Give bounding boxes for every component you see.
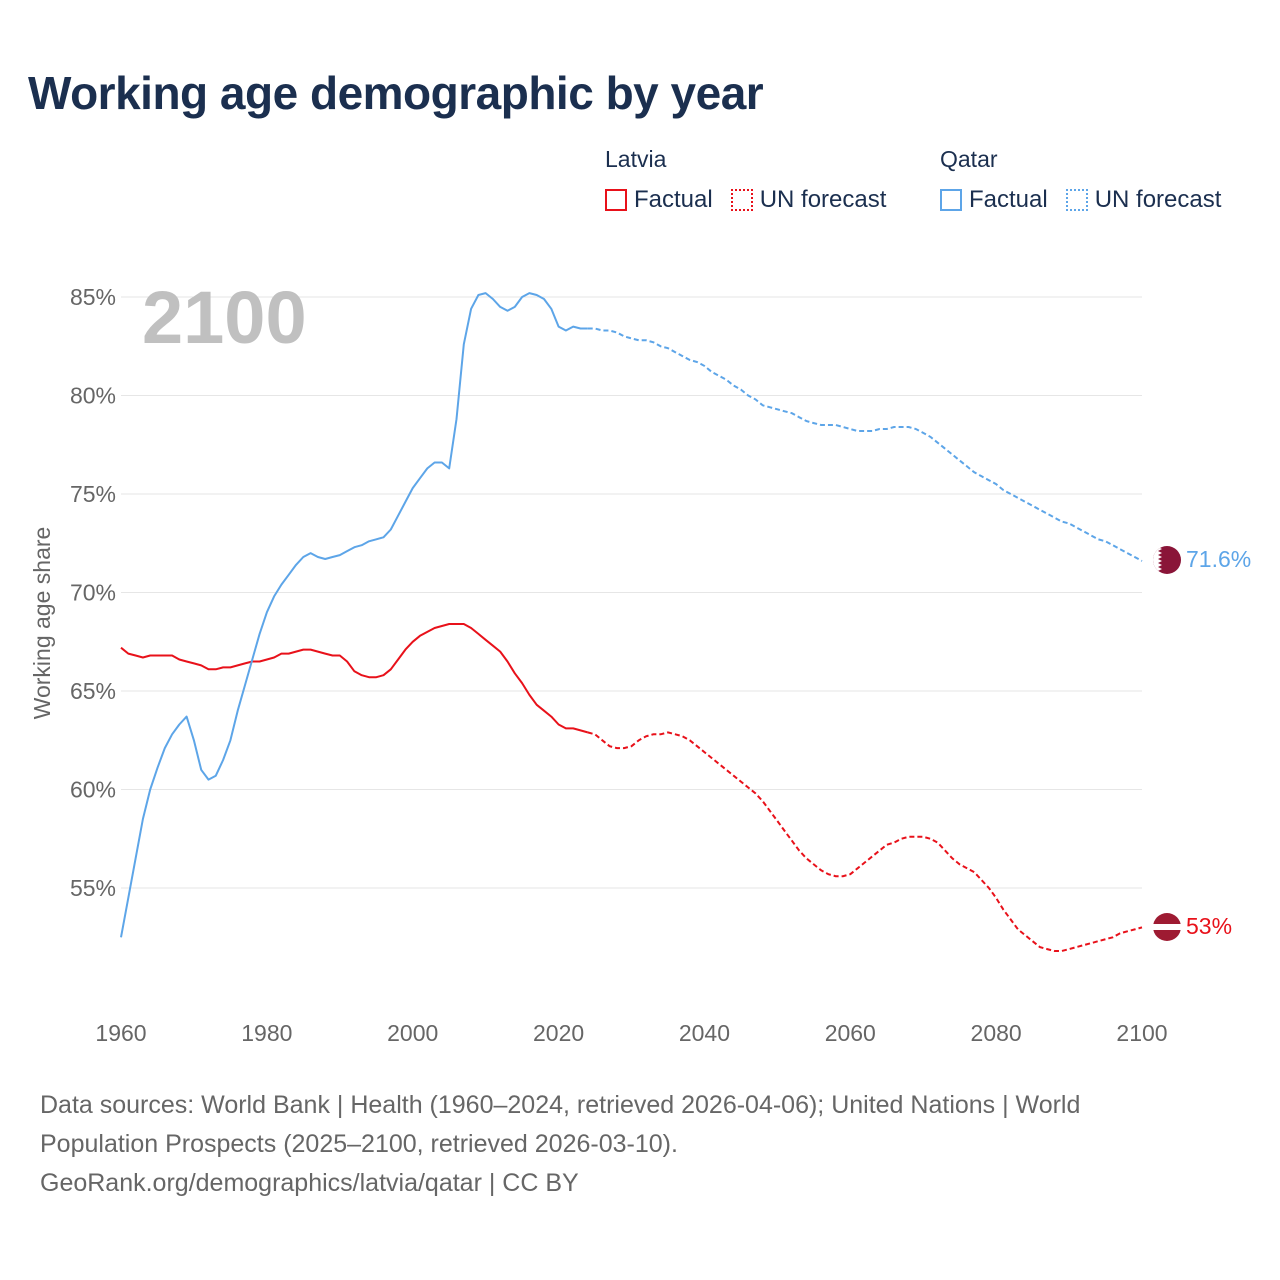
legend-latvia-factual-label: Factual xyxy=(634,186,713,213)
legend-qatar-factual[interactable]: Factual xyxy=(940,186,1048,214)
latvia-end-label: 53% xyxy=(1186,913,1232,939)
legend-qatar-factual-label: Factual xyxy=(969,186,1048,213)
qatar-factual-line xyxy=(120,292,588,938)
latvia-factual-line xyxy=(120,623,588,734)
y-axis-label: Working age share xyxy=(29,527,55,720)
legend-qatar-forecast[interactable]: UN forecast xyxy=(1065,186,1222,214)
footer-sources: Data sources: World Bank | Health (1960–… xyxy=(40,1086,1240,1203)
latvia-forecast-line xyxy=(587,731,1143,952)
legend-qatar-name: Qatar xyxy=(940,146,998,172)
footer-line-1: Data sources: World Bank | Health (1960–… xyxy=(40,1091,1081,1119)
x-tick-label: 2100 xyxy=(1116,1020,1167,1046)
grid-lines xyxy=(121,296,1142,889)
qatar-forecast-swatch xyxy=(1065,189,1088,211)
series-lines xyxy=(120,292,1143,952)
qatar-forecast-line xyxy=(587,327,1143,562)
legend-latvia-factual[interactable]: Factual xyxy=(605,186,713,214)
legend-latvia-forecast[interactable]: UN forecast xyxy=(730,186,887,214)
legend-latvia: Latvia Factual UN forecast xyxy=(605,146,904,214)
qatar-flag-icon xyxy=(1153,546,1181,574)
chart-title: Working age demographic by year xyxy=(28,67,764,119)
legend-latvia-name: Latvia xyxy=(605,146,667,172)
legend-qatar: Qatar Factual UN forecast xyxy=(940,146,1239,214)
y-tick-label: 55% xyxy=(70,875,116,901)
y-tick-label: 80% xyxy=(70,383,116,409)
x-tick-label: 1980 xyxy=(241,1020,292,1046)
line-chart: 55% 60% 65% 70% 75% 80% 85% 1960 1980 2000 2020 20… xyxy=(29,276,1251,1046)
x-tick-label: 2080 xyxy=(971,1020,1022,1046)
qatar-factual-swatch xyxy=(940,189,962,211)
x-tick-label: 1960 xyxy=(95,1020,146,1046)
y-tick-label: 65% xyxy=(70,678,116,704)
y-tick-label: 85% xyxy=(70,284,116,310)
latvia-forecast-swatch xyxy=(730,189,753,211)
year-watermark: 2100 xyxy=(142,276,307,359)
legend-qatar-forecast-label: UN forecast xyxy=(1094,186,1222,213)
x-tick-label: 2020 xyxy=(533,1020,584,1046)
x-tick-label: 2000 xyxy=(387,1020,438,1046)
footer-line-2: Population Prospects (2025–2100, retriev… xyxy=(40,1130,678,1158)
x-tick-label: 2040 xyxy=(679,1020,730,1046)
legend-latvia-forecast-label: UN forecast xyxy=(759,186,887,213)
y-tick-label: 70% xyxy=(70,580,116,606)
footer-line-3[interactable]: GeoRank.org/demographics/latvia/qatar | … xyxy=(40,1169,579,1197)
x-tick-label: 2060 xyxy=(825,1020,876,1046)
y-axis-ticks: 55% 60% 65% 70% 75% 80% 85% xyxy=(70,284,116,901)
qatar-end-label: 71.6% xyxy=(1186,546,1251,572)
latvia-factual-swatch xyxy=(605,189,627,211)
y-tick-label: 60% xyxy=(70,777,116,803)
x-axis-ticks: 1960 1980 2000 2020 2040 2060 2080 2100 xyxy=(95,1020,1167,1046)
y-tick-label: 75% xyxy=(70,481,116,507)
latvia-flag-icon xyxy=(1153,913,1181,941)
